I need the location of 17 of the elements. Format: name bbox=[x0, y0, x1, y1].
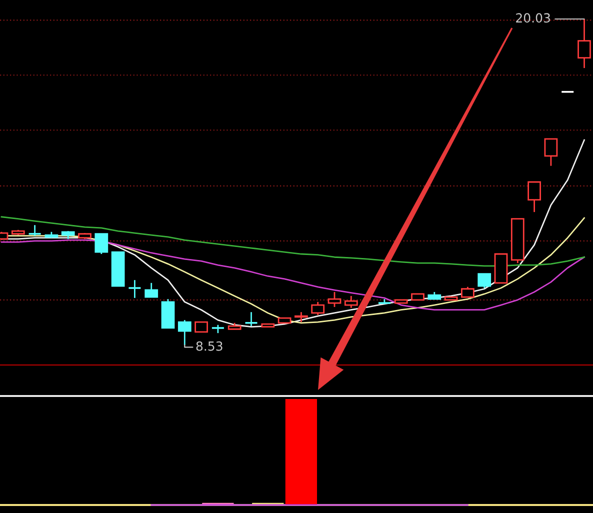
annotation: 8.53 bbox=[196, 341, 222, 351]
candlestick bbox=[244, 311, 258, 327]
candlestick bbox=[544, 138, 558, 167]
candlestick bbox=[128, 279, 142, 299]
candlestick bbox=[194, 321, 208, 333]
candlestick bbox=[94, 233, 108, 255]
candlestick bbox=[578, 18, 591, 69]
candlestick bbox=[328, 291, 342, 308]
candlestick bbox=[294, 311, 308, 323]
candlestick bbox=[311, 301, 325, 316]
annotation: 20.03 bbox=[516, 13, 550, 23]
candlestick bbox=[528, 181, 541, 213]
candlestick bbox=[28, 224, 42, 237]
candlestick bbox=[478, 273, 492, 289]
candlestick bbox=[344, 295, 358, 309]
candlestick bbox=[461, 286, 474, 298]
candlestick bbox=[144, 282, 158, 298]
